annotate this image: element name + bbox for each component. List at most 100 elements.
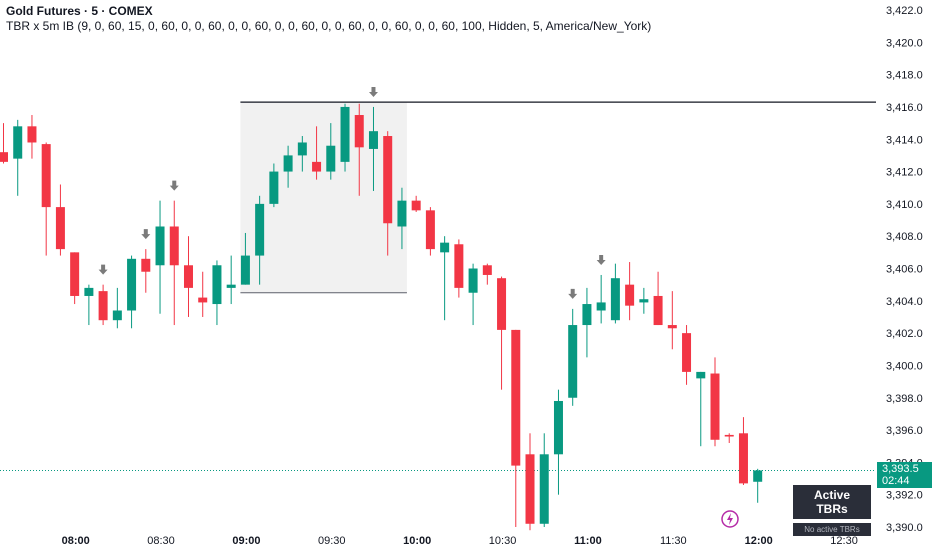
- time-tick-label: 12:30: [830, 535, 858, 547]
- time-tick-label: 08:00: [62, 535, 90, 547]
- signal-arrow-down-icon: [98, 264, 108, 275]
- candle-body: [127, 258, 137, 311]
- candle-body: [539, 454, 549, 524]
- candle-body: [368, 131, 378, 149]
- time-tick-label: 09:30: [318, 535, 346, 547]
- range-box-fill: [240, 102, 407, 293]
- candle-body: [724, 434, 734, 437]
- candle-body: [397, 200, 407, 227]
- candle-body: [70, 252, 80, 296]
- candle-body: [326, 145, 336, 172]
- tbr-panel-status: No active TBRs: [793, 523, 871, 536]
- candle-body: [141, 258, 151, 272]
- price-tick-label: 3,404.0: [886, 296, 923, 308]
- candle-body: [169, 226, 179, 266]
- candle-body: [84, 287, 94, 296]
- candle-body: [682, 333, 692, 372]
- candle-body: [226, 284, 236, 288]
- price-tick-label: 3,390.0: [886, 522, 923, 534]
- alert-icon[interactable]: [721, 510, 739, 528]
- signal-arrow-down-icon: [169, 180, 179, 191]
- price-tick-label: 3,414.0: [886, 134, 923, 146]
- candle-body: [0, 152, 8, 162]
- candle-body: [411, 200, 421, 211]
- price-tick-label: 3,402.0: [886, 328, 923, 340]
- candle-body: [212, 265, 222, 305]
- signal-arrow-down-icon: [141, 229, 151, 240]
- time-tick-label: 08:30: [147, 535, 175, 547]
- candle-body: [340, 106, 350, 162]
- candle-body: [55, 207, 65, 250]
- time-axis: 08:00 08:30 09:00 09:30 10:00 10:30 11:00 11:30…: [62, 535, 858, 547]
- candle-body: [255, 203, 265, 256]
- price-tick-label: 3,422.0: [886, 5, 923, 17]
- candle-body: [454, 244, 464, 288]
- candle-body: [610, 278, 620, 321]
- candle-body: [198, 297, 208, 303]
- candle-body: [596, 302, 606, 311]
- candle-body: [753, 470, 763, 482]
- tbr-panel: Active TBRs No active TBRs: [793, 485, 871, 536]
- candle-body: [667, 325, 677, 329]
- signal-arrows: [98, 86, 606, 299]
- price-tick-label: 3,408.0: [886, 231, 923, 243]
- candle-body: [440, 242, 450, 253]
- price-tick-label: 3,418.0: [886, 70, 923, 82]
- price-tick-label: 3,420.0: [886, 37, 923, 49]
- candle-body: [482, 265, 492, 275]
- candle-body: [497, 278, 507, 330]
- candle-body: [312, 161, 322, 172]
- price-tick-label: 3,392.0: [886, 490, 923, 502]
- candle-body: [653, 295, 663, 326]
- time-tick-label: 09:00: [232, 535, 260, 547]
- signal-arrow-down-icon: [368, 86, 378, 97]
- price-tick-label: 3,406.0: [886, 264, 923, 276]
- candle-body: [468, 268, 478, 293]
- candle-body: [525, 454, 535, 524]
- symbol-title[interactable]: Gold Futures · 5 · COMEX: [6, 4, 153, 18]
- signal-arrow-down-icon: [568, 288, 578, 299]
- signal-arrow-down-icon: [596, 254, 606, 265]
- price-tick-label: 3,396.0: [886, 425, 923, 437]
- candle-body: [183, 265, 193, 288]
- price-tick-label: 3,416.0: [886, 102, 923, 114]
- price-axis: 3,422.0 3,420.0 3,418.0 3,416.0 3,414.0 3,412…: [886, 5, 923, 534]
- candle-body: [568, 325, 578, 398]
- indicator-label[interactable]: TBR x 5m IB (9, 0, 60, 15, 0, 60, 0, 0, …: [6, 19, 652, 33]
- time-tick-label: 11:30: [660, 535, 687, 547]
- candles: [0, 103, 763, 531]
- time-tick-label: 12:00: [745, 535, 773, 547]
- candle-body: [710, 373, 720, 440]
- candle-body: [27, 126, 37, 143]
- candle-body: [696, 371, 706, 379]
- candle-body: [297, 142, 307, 156]
- candle-body: [639, 299, 649, 303]
- price-tick-label: 3,398.0: [886, 393, 923, 405]
- candle-body: [625, 284, 635, 306]
- tbr-panel-title: Active TBRs: [793, 485, 871, 519]
- candle-body: [155, 226, 165, 266]
- candle-body: [283, 155, 293, 172]
- initial-balance-box: [240, 102, 407, 294]
- candle-body: [582, 304, 592, 326]
- bar-countdown: 02:44: [882, 475, 910, 488]
- candle-body: [13, 126, 23, 159]
- candle-body: [511, 329, 521, 466]
- candle-body: [354, 115, 364, 148]
- time-tick-label: 10:30: [489, 535, 517, 547]
- time-tick-label: 11:00: [574, 535, 602, 547]
- candle-body: [553, 400, 563, 455]
- candle-body: [240, 255, 250, 285]
- price-tick-label: 3,410.0: [886, 199, 923, 211]
- candle-body: [383, 136, 393, 224]
- candle-body: [269, 171, 279, 204]
- candle-body: [98, 291, 108, 321]
- last-price-value: 3,393.5: [882, 463, 919, 476]
- chart-legend: Gold Futures · 5 · COMEX TBR x 5m IB (9,…: [6, 4, 651, 34]
- candle-body: [738, 433, 748, 484]
- price-tick-label: 3,412.0: [886, 167, 923, 179]
- last-price-tag: 3,393.5 02:44: [877, 462, 932, 489]
- candle-body: [41, 144, 51, 208]
- candle-body: [425, 210, 435, 250]
